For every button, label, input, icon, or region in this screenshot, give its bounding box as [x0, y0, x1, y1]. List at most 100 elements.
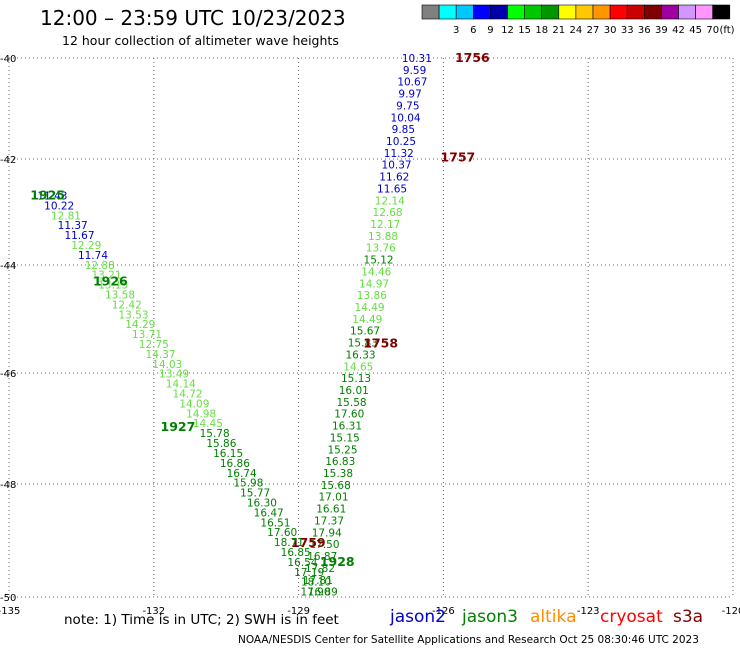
colorbar-swatch: [575, 4, 594, 20]
lat-tick-label: -44: [0, 261, 16, 272]
pass-time-label: 1759: [291, 535, 326, 550]
colorbar-tick-label: 12: [501, 25, 514, 36]
wave-height-label: 15.77: [240, 488, 270, 500]
lat-tick-label: -46: [0, 369, 16, 380]
wave-height-label: 10.31: [402, 53, 432, 65]
wave-height-label: 16.51: [260, 517, 290, 529]
wave-height-label: 17.90: [300, 587, 330, 599]
colorbar-swatch: [472, 4, 491, 20]
wave-height-label: 15.12: [364, 255, 394, 267]
wave-height-label: 17.82: [305, 563, 335, 575]
wave-height-label: 18.71: [274, 537, 304, 549]
colorbar-tick-label: 3: [453, 25, 459, 36]
wave-height-label: 14.14: [166, 379, 196, 391]
page-subtitle: 12 hour collection of altimeter wave hei…: [62, 33, 339, 48]
wave-height-label: 12.14: [375, 195, 405, 207]
lon-tick-label: -132: [142, 606, 165, 617]
wave-height-label: 15.15: [330, 432, 360, 444]
colorbar-unit: (ft): [719, 25, 734, 36]
wave-height-label: 11.62: [379, 172, 409, 184]
wave-height-label: 15.25: [327, 444, 357, 456]
wave-height-label: 16.85: [281, 547, 311, 559]
wave-height-label: 12.68: [373, 207, 403, 219]
wave-height-label: 13.71: [132, 329, 162, 341]
colorbar-swatch: [524, 4, 542, 20]
wave-height-label: 16.30: [247, 497, 277, 509]
wave-height-label: 10.04: [391, 112, 421, 124]
legend-altika: altika: [530, 607, 577, 627]
wave-height-label: 14.37: [146, 349, 176, 361]
wave-height-label: 15.38: [323, 468, 353, 480]
wave-height-label: 15.98: [233, 478, 263, 490]
colorbar-swatch: [558, 4, 577, 20]
colorbar-tick-label: 36: [638, 25, 651, 36]
wave-height-label: 18.10: [301, 577, 331, 589]
colorbar-tick-label: 9: [487, 25, 493, 36]
wave-height-label: 11.32: [384, 148, 414, 160]
lon-tick-label: -120: [722, 606, 740, 617]
colorbar-tick-label: 70: [706, 25, 719, 36]
colorbar-tick-label: 24: [570, 25, 583, 36]
colorbar-swatch: [712, 4, 731, 20]
colorbar-tick-label: 6: [470, 25, 476, 36]
wave-height-label: 11.37: [58, 220, 88, 232]
wave-height-label: 14.49: [352, 314, 382, 326]
wave-height-label: 11.74: [78, 250, 108, 262]
wave-height-label: 16.33: [346, 349, 376, 361]
pass-time-label: 1927: [161, 419, 196, 434]
wave-height-label: 13.21: [91, 270, 121, 282]
wave-height-label: 17.19: [294, 567, 324, 579]
wave-height-label: 15.78: [200, 428, 230, 440]
wave-height-label: 17.81: [303, 575, 333, 587]
wave-height-label: 13.76: [366, 243, 396, 255]
wave-height-label: 15.86: [206, 438, 236, 450]
colorbar-swatch: [490, 4, 508, 20]
pass-time-label: 1756: [455, 50, 490, 65]
colorbar-tick-label: 42: [672, 25, 685, 36]
colorbar-swatch: [438, 4, 457, 20]
wave-height-label: 16.87: [307, 551, 337, 563]
wave-height-label: 16.86: [220, 458, 250, 470]
wave-height-label: 14.03: [152, 359, 182, 371]
colorbar-tick-label: 27: [587, 25, 600, 36]
wave-height-label: 14.98: [186, 408, 216, 420]
wave-height-label: 13.15: [98, 280, 128, 292]
colorbar-swatch: [541, 4, 560, 20]
colorbar-swatch: [626, 4, 645, 20]
colorbar-swatch: [695, 4, 713, 20]
wave-height-label: 14.72: [173, 389, 203, 401]
pass-time-label: 1928: [320, 554, 355, 569]
colorbar-swatch: [643, 4, 662, 20]
legend-jason2: jason2: [390, 607, 446, 627]
wave-height-label: 12.88: [85, 260, 115, 272]
lon-tick-label: -135: [0, 606, 20, 617]
colorbar-swatch: [609, 4, 628, 20]
wave-height-label: 17.60: [334, 409, 364, 421]
wave-height-label: 17.50: [309, 539, 339, 551]
wave-height-label: 13.86: [357, 290, 387, 302]
colorbar-swatch: [592, 4, 611, 20]
wave-height-label: 13.53: [118, 309, 148, 321]
footer-credit: NOAA/NESDIS Center for Satellite Applica…: [238, 634, 699, 646]
wave-height-label: 12.29: [71, 240, 101, 252]
lon-tick-label: -123: [577, 606, 600, 617]
wave-height-label: 17.94: [312, 527, 342, 539]
wave-height-label: 9.97: [398, 89, 421, 101]
colorbar-tick-label: 33: [621, 25, 634, 36]
wave-height-label: 14.45: [193, 418, 223, 430]
colorbar-swatch: [507, 4, 525, 20]
wave-height-label: 16.15: [213, 448, 243, 460]
footnote: note: 1) Time is in UTC; 2) SWH is in fe…: [64, 612, 339, 628]
wave-height-label: 17.37: [314, 515, 344, 527]
wave-height-label: 13.58: [105, 289, 135, 301]
wave-height-label: 16.61: [316, 504, 346, 516]
wave-height-label: 10.25: [386, 136, 416, 148]
wave-height-label: 14.46: [361, 266, 391, 278]
wave-height-label: 16.83: [325, 456, 355, 468]
wave-height-label: 12.17: [370, 219, 400, 231]
colorbar-tick-label: 30: [604, 25, 617, 36]
wave-height-label: 11.67: [64, 230, 94, 242]
colorbar-swatch: [661, 4, 679, 20]
wave-height-label: 15.83: [348, 338, 378, 350]
